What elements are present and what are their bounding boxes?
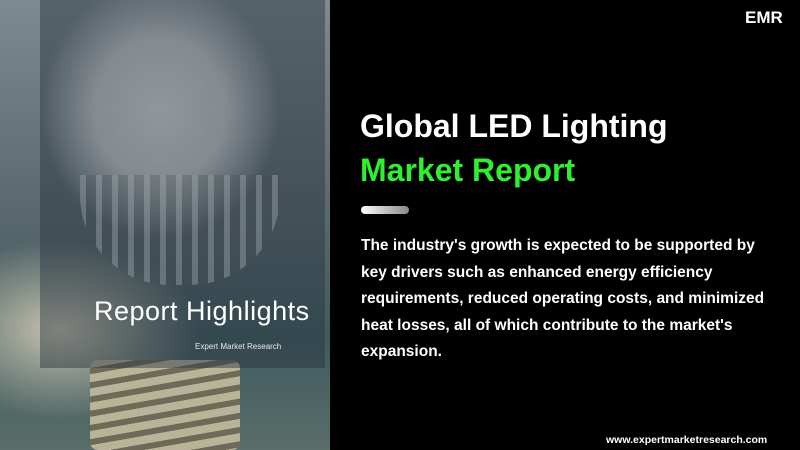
emr-logo: EMR <box>745 8 783 28</box>
headline-line2: Market Report <box>360 152 576 188</box>
highlights-overlay <box>40 0 325 368</box>
report-highlights-subtitle: Expert Market Research <box>195 342 282 351</box>
bulb-base <box>90 360 240 450</box>
logo-text: EMR <box>745 8 783 27</box>
headline-line1: Global LED Lighting <box>360 108 668 144</box>
divider-bar <box>361 206 409 214</box>
led-bulb-photo <box>0 0 330 450</box>
website-link[interactable]: www.expertmarketresearch.com <box>606 434 768 446</box>
report-highlights-title: Report Highlights <box>94 296 310 326</box>
description: The industry's growth is expected to be … <box>361 237 765 360</box>
